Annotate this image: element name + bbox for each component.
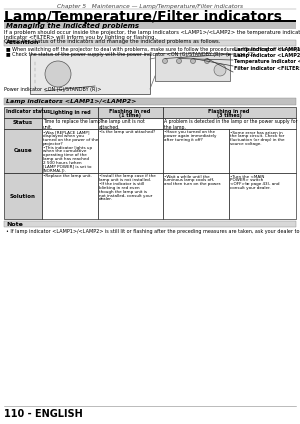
Text: POWER> switch: POWER> switch <box>230 179 263 182</box>
Text: •Have you turned on the: •Have you turned on the <box>164 131 215 134</box>
Text: indicator <FILTER> will inform you by lighting or flashing.: indicator <FILTER> will inform you by li… <box>4 34 156 39</box>
Text: Attention: Attention <box>6 41 40 45</box>
Text: •Wait a while until the: •Wait a while until the <box>164 175 210 179</box>
Bar <box>4 173 42 219</box>
Text: Cause: Cause <box>14 148 32 153</box>
Text: Flashing in red: Flashing in red <box>110 109 151 114</box>
Text: Status: Status <box>13 120 33 126</box>
Text: Check the status of the indicators and manage the indicated problems as follows.: Check the status of the indicators and m… <box>4 39 220 44</box>
Text: Solution: Solution <box>10 193 36 198</box>
Text: after turning it off?: after turning it off? <box>164 138 203 142</box>
Text: •Install the lamp case if the: •Install the lamp case if the <box>99 175 156 179</box>
Circle shape <box>45 61 71 87</box>
Text: 110 - ENGLISH: 110 - ENGLISH <box>4 409 83 419</box>
Bar <box>42 129 98 173</box>
Bar <box>163 173 229 219</box>
Bar <box>98 107 163 118</box>
Bar <box>4 118 42 129</box>
Bar <box>98 118 163 129</box>
Bar <box>98 173 163 219</box>
Text: the lamp circuit. Check for: the lamp circuit. Check for <box>230 134 284 138</box>
Bar <box>4 107 42 118</box>
Bar <box>4 98 296 105</box>
Text: luminous lamp cools off,: luminous lamp cools off, <box>164 179 214 182</box>
Text: Lighting in red: Lighting in red <box>50 110 90 115</box>
Text: operating time of the: operating time of the <box>43 153 87 157</box>
Text: power again immediately: power again immediately <box>164 134 217 138</box>
Text: Managing the indicated problems: Managing the indicated problems <box>6 23 139 29</box>
Text: Lamp indicators <LAMP1>/<LAMP2>: Lamp indicators <LAMP1>/<LAMP2> <box>6 99 136 104</box>
Bar <box>4 20 296 22</box>
Bar <box>30 54 150 94</box>
Text: [LAMP POWER] is set to: [LAMP POWER] is set to <box>43 165 92 169</box>
Text: not installed, consult your: not installed, consult your <box>99 193 152 198</box>
Text: source voltage.: source voltage. <box>230 142 262 146</box>
Text: turned on the power of the: turned on the power of the <box>43 138 98 142</box>
Bar <box>4 22 296 29</box>
Text: Flashing in red: Flashing in red <box>208 109 250 114</box>
Text: Lamp/Temperature/Filter indicators: Lamp/Temperature/Filter indicators <box>4 10 282 24</box>
Bar <box>229 129 296 173</box>
Text: A problem is detected in the lamp or the power supply for
the lamp.: A problem is detected in the lamp or the… <box>164 120 298 130</box>
Bar <box>163 107 296 118</box>
Bar <box>98 129 163 173</box>
Text: If a problem should occur inside the projector, the lamp indicators <LAMP1>/<LAM: If a problem should occur inside the pro… <box>4 30 300 35</box>
Text: Lamp indicator <LAMP2>: Lamp indicator <LAMP2> <box>234 53 300 59</box>
Bar <box>155 53 230 81</box>
Text: Time to replace the lamp
unit.: Time to replace the lamp unit. <box>43 120 100 130</box>
Text: dealer.: dealer. <box>99 197 113 201</box>
Text: lamp unit is not installed.: lamp unit is not installed. <box>99 179 151 182</box>
Text: lamp unit has reached: lamp unit has reached <box>43 157 89 161</box>
Text: •Turn the <MAIN: •Turn the <MAIN <box>230 175 264 179</box>
Bar <box>4 129 42 173</box>
Text: Note: Note <box>6 221 23 226</box>
Text: •This indicator lights up: •This indicator lights up <box>43 146 92 150</box>
Text: [NORMAL]).: [NORMAL]). <box>43 168 67 173</box>
Text: •Some error has arisen in: •Some error has arisen in <box>230 131 283 134</box>
Circle shape <box>176 59 181 64</box>
Text: Power indicator <ON (G)/STANDBY (R)>: Power indicator <ON (G)/STANDBY (R)> <box>4 87 101 92</box>
Text: • If lamp indicator <LAMP1>/<LAMP2> is still lit or flashing after the preceding: • If lamp indicator <LAMP1>/<LAMP2> is s… <box>6 229 300 234</box>
Text: projector?: projector? <box>43 142 64 146</box>
Circle shape <box>190 59 196 64</box>
Text: ■ When switching off the projector to deal with problems, make sure to follow th: ■ When switching off the projector to de… <box>6 47 300 52</box>
Text: Chapter 5   Maintenance — Lamp/Temperature/Filter indicators: Chapter 5 Maintenance — Lamp/Temperature… <box>57 4 243 9</box>
Text: Temperature indicator <TEMP>: Temperature indicator <TEMP> <box>234 59 300 64</box>
Text: though the lamp unit is: though the lamp unit is <box>99 190 147 194</box>
Bar <box>163 129 229 173</box>
Text: Filter indicator <FILTER>: Filter indicator <FILTER> <box>234 65 300 70</box>
Text: (1 time): (1 time) <box>119 112 141 117</box>
Text: ■ Check the status of the power supply with the power indicator <ON (G)/STANDBY : ■ Check the status of the power supply w… <box>6 52 256 57</box>
Circle shape <box>163 59 167 64</box>
Circle shape <box>205 59 209 64</box>
Text: Indicator status: Indicator status <box>6 109 50 114</box>
Text: <OFF>(► page 43), and: <OFF>(► page 43), and <box>230 182 280 186</box>
Bar <box>163 118 296 129</box>
Text: (3 times): (3 times) <box>217 112 242 117</box>
Text: •Replace the lamp unit.: •Replace the lamp unit. <box>43 175 92 179</box>
Text: displayed when you: displayed when you <box>43 134 84 138</box>
Text: fluctuation (or drop) in the: fluctuation (or drop) in the <box>230 138 284 142</box>
Text: •If the indicator is still: •If the indicator is still <box>99 182 144 186</box>
Bar <box>4 221 296 227</box>
Text: consult your dealer.: consult your dealer. <box>230 186 271 190</box>
Bar <box>229 173 296 219</box>
Bar <box>42 173 98 219</box>
Bar <box>4 40 296 46</box>
Bar <box>42 118 98 129</box>
Text: •Is the lamp unit attached?: •Is the lamp unit attached? <box>99 131 155 134</box>
Text: 2 500 hours (when: 2 500 hours (when <box>43 161 82 165</box>
Text: blinking in red even: blinking in red even <box>99 186 140 190</box>
Text: Lamp indicator <LAMP1>: Lamp indicator <LAMP1> <box>234 47 300 53</box>
Text: •Was [REPLACE LAMP]: •Was [REPLACE LAMP] <box>43 131 89 134</box>
Text: and then turn on the power.: and then turn on the power. <box>164 182 221 186</box>
Text: The lamp unit is not
attached.: The lamp unit is not attached. <box>99 120 145 130</box>
Text: when the cumulative: when the cumulative <box>43 150 86 153</box>
Circle shape <box>214 64 226 76</box>
Bar <box>42 107 98 118</box>
